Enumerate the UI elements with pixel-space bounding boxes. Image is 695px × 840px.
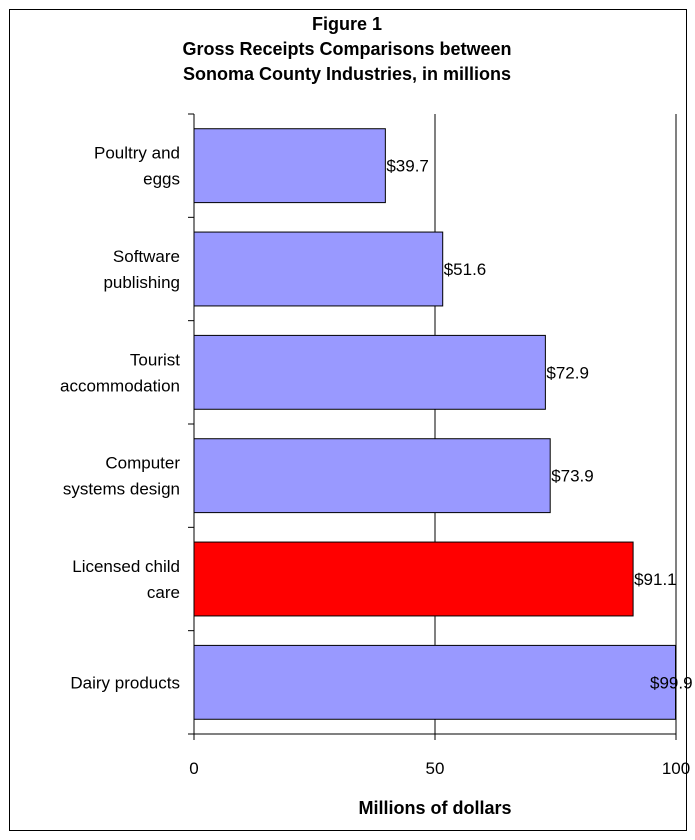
bar-3 (193, 438, 551, 514)
category-label: care (147, 583, 180, 602)
x-tick-label: 100 (662, 759, 690, 778)
category-label: Software (113, 247, 180, 266)
category-label: Computer (105, 454, 180, 473)
x-axis-title: Millions of dollars (358, 798, 511, 818)
data-label: $73.9 (551, 467, 594, 486)
category-label: eggs (143, 170, 180, 189)
category-label: systems design (63, 480, 180, 499)
bar-0 (193, 128, 386, 204)
category-label: Poultry and (94, 144, 180, 163)
chart-title-line: Gross Receipts Comparisons between (182, 39, 511, 59)
data-label: $39.7 (386, 157, 429, 176)
x-tick-label: 0 (189, 759, 198, 778)
data-label: $91.1 (634, 570, 677, 589)
category-label: Dairy products (70, 673, 180, 692)
category-label: accommodation (60, 376, 180, 395)
chart-title-line: Figure 1 (312, 14, 382, 34)
category-label: publishing (103, 273, 180, 292)
bar-2 (193, 334, 546, 410)
bar-1 (193, 231, 444, 307)
bar-5 (193, 644, 677, 720)
data-label: $99.9 (650, 673, 693, 692)
category-label: Licensed child (72, 557, 180, 576)
data-label: $72.9 (546, 363, 589, 382)
x-tick-label: 50 (426, 759, 445, 778)
category-label: Tourist (130, 350, 180, 369)
data-label: $51.6 (444, 260, 487, 279)
chart-title-line: Sonoma County Industries, in millions (183, 64, 511, 84)
bar-4 (193, 541, 634, 617)
